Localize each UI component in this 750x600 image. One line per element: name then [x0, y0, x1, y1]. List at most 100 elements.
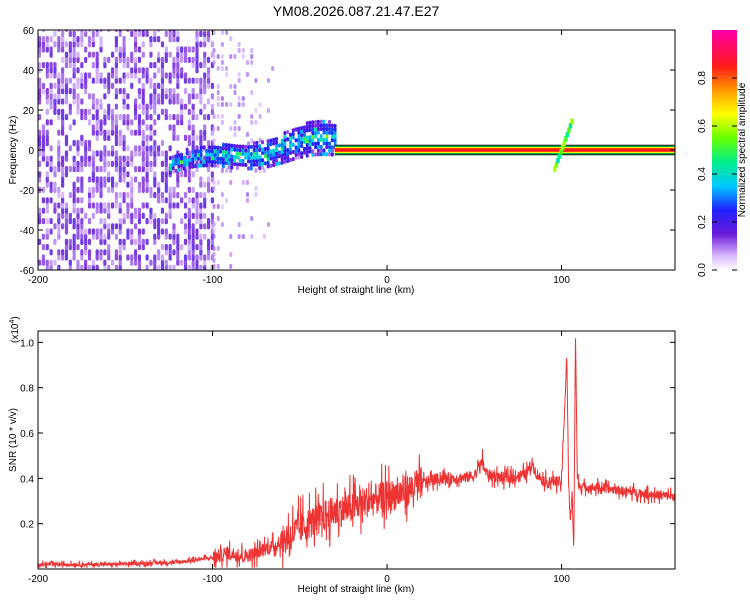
spectrogram-cell: [206, 72, 211, 79]
spectrogram-cell: [84, 145, 88, 152]
spectrogram-cell: [250, 48, 254, 53]
spectrogram-cell: [250, 120, 254, 125]
spectrogram-cell: [110, 82, 115, 89]
spectrogram-cell: [38, 62, 42, 69]
spectrogram-cell: [254, 186, 258, 191]
spectrogram-cell: [210, 93, 214, 100]
spectrogram-cell: [87, 36, 92, 43]
spectrogram-cell: [206, 56, 211, 63]
spectrogram-cell: [191, 228, 195, 235]
spectrogram-cell: [212, 48, 216, 53]
spectrogram-cell: [233, 126, 237, 131]
spectrogram-cell: [68, 244, 72, 251]
spectrogram-cell: [316, 144, 320, 150]
spectrogram-cell: [38, 114, 42, 121]
spectrogram-cell: [110, 114, 115, 121]
spectrogram-cell: [49, 67, 53, 74]
spectrogram-cell: [195, 62, 199, 69]
spectrogram-cell: [95, 150, 99, 157]
spectrogram-cell: [110, 129, 115, 136]
spectrogram-cell: [84, 77, 88, 84]
spectrogram-cell: [216, 264, 220, 269]
spectrogram-cell: [300, 125, 304, 131]
spectrogram-cell: [118, 30, 122, 32]
spectrogram-cell: [38, 36, 42, 43]
spectrogram-cell: [180, 167, 184, 172]
spectrogram-cell: [118, 56, 122, 63]
spectrogram-cell: [141, 108, 145, 115]
spectrogram-cell: [183, 51, 188, 58]
spectrogram-cell: [133, 254, 138, 261]
spectrogram-cell: [195, 67, 199, 74]
spectrogram-cell: [61, 88, 65, 95]
spectrogram-cell: [110, 160, 115, 167]
spectrogram-cell: [191, 202, 195, 209]
spectrogram-cell: [212, 60, 216, 65]
colorbar-gradient: [712, 30, 737, 270]
spectrogram-cell: [84, 46, 88, 53]
spectrogram-cell: [141, 119, 145, 126]
spectrogram-cell: [266, 160, 270, 165]
spectrogram-cell: [187, 264, 191, 270]
spectrogram-cell: [157, 51, 161, 58]
spectrogram-cell: [219, 156, 223, 161]
spectrogram-cell: [182, 166, 186, 171]
spectrogram-cell: [168, 233, 172, 240]
spectrogram-cell: [195, 197, 199, 204]
spectrogram-cell: [187, 171, 191, 178]
spectrogram-cell: [149, 114, 153, 121]
y-tick-label: 0.4: [20, 474, 34, 485]
spectrogram-cell: [300, 143, 304, 149]
spectrogram-cell: [45, 140, 49, 147]
spectrogram-cell: [237, 234, 241, 239]
spectrogram-cell: [183, 238, 188, 245]
spectrogram-cell: [107, 233, 111, 240]
spectrogram-cell: [110, 259, 115, 266]
spectrogram-cell: [168, 186, 172, 193]
spectrogram-cell: [244, 155, 248, 160]
spectrogram-cell: [157, 93, 161, 100]
spectrogram-cell: [182, 162, 186, 167]
spectrogram-cell: [61, 197, 65, 204]
spectrogram-cell: [114, 264, 118, 270]
spectrogram-cell: [57, 160, 61, 167]
spectrogram-cell: [95, 56, 99, 63]
spectrogram-cell: [122, 93, 126, 100]
spectrogram-cell: [61, 30, 65, 37]
spectrogram-cell: [45, 155, 49, 162]
spectrogram-cell: [153, 150, 157, 157]
spectrogram-cell: [206, 30, 211, 37]
spectrogram-cell: [107, 186, 111, 193]
spectrogram-cell: [126, 192, 130, 199]
spectrogram-cell: [206, 176, 211, 183]
spectrogram-cell: [122, 155, 126, 162]
spectrogram-cell: [199, 218, 203, 225]
spectrogram-cell: [157, 264, 161, 270]
spectrogram-cell: [176, 259, 180, 266]
spectrogram-cell: [266, 146, 270, 151]
narrow-band-core: [334, 148, 675, 152]
spectrogram-cell: [237, 72, 241, 77]
spectrogram-cell: [72, 46, 76, 53]
spectrogram-cell: [103, 249, 107, 256]
spectrogram-cell: [84, 150, 88, 157]
spectrogram-cell: [182, 159, 186, 164]
spectrogram-cell: [319, 123, 323, 128]
spectrogram-cell: [274, 144, 278, 149]
spectrogram-cell: [149, 134, 153, 141]
spectrogram-cell: [185, 158, 189, 163]
spectrogram-cell: [53, 108, 57, 115]
spectrogram-cell: [130, 259, 134, 266]
spectrogram-cell: [126, 145, 130, 152]
spectrogram-cell: [61, 67, 65, 74]
spectrogram-cell: [91, 264, 95, 270]
spectrogram-cell: [274, 147, 278, 152]
spectrogram-cell: [49, 46, 53, 53]
spectrogram-cell: [68, 124, 72, 131]
spectrogram-cell: [91, 114, 95, 121]
spectrogram-cell: [153, 264, 157, 270]
spectrogram-cell: [38, 140, 42, 147]
spectrogram-cell: [258, 162, 262, 167]
spectrogram-cell: [72, 30, 76, 37]
spectrogram-cell: [266, 78, 270, 83]
